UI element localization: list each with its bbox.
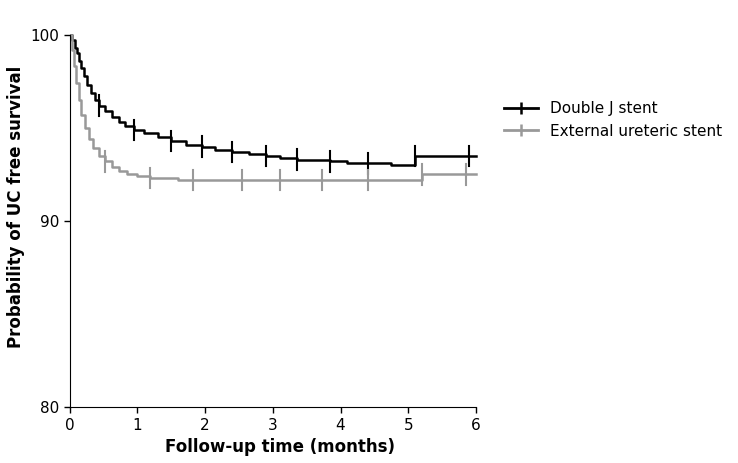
X-axis label: Follow-up time (months): Follow-up time (months): [165, 438, 395, 456]
Legend: Double J stent, External ureteric stent: Double J stent, External ureteric stent: [498, 95, 728, 145]
Y-axis label: Probability of UC free survival: Probability of UC free survival: [7, 66, 25, 348]
